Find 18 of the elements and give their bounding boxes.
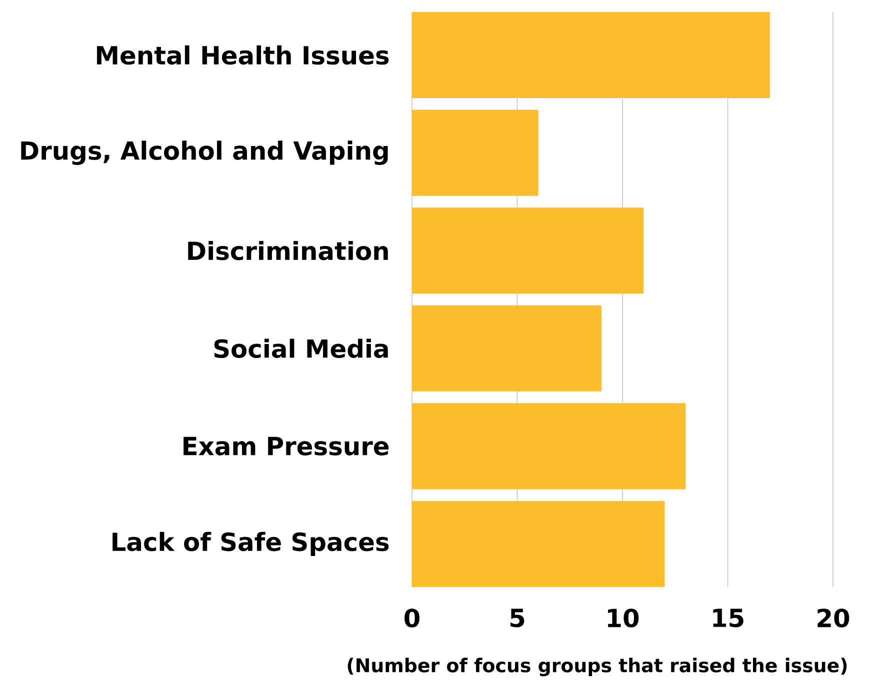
bar <box>412 305 602 392</box>
bar <box>412 208 644 294</box>
x-tick-label: 20 <box>818 608 850 628</box>
bar <box>412 403 686 490</box>
y-tick-label: Drugs, Alcohol and Vaping <box>21 140 388 165</box>
x-tick-label: 10 <box>608 608 639 628</box>
x-tick-label: 0 <box>404 608 420 628</box>
x-axis-title: (Number of focus groups that raised the issue) <box>348 658 847 676</box>
y-tick-label: Discrimination <box>188 240 388 260</box>
y-tick-label: Lack of Safe Spaces <box>112 532 389 556</box>
y-tick-label: Mental Health Issues <box>96 45 389 65</box>
x-tick-label: 15 <box>713 608 744 628</box>
bar <box>412 12 770 98</box>
y-tick-label: Exam Pressure <box>184 436 389 456</box>
y-tick-label: Social Media <box>214 338 388 358</box>
bar <box>412 110 538 196</box>
x-tick-label: 5 <box>510 608 524 628</box>
bar <box>412 500 665 588</box>
